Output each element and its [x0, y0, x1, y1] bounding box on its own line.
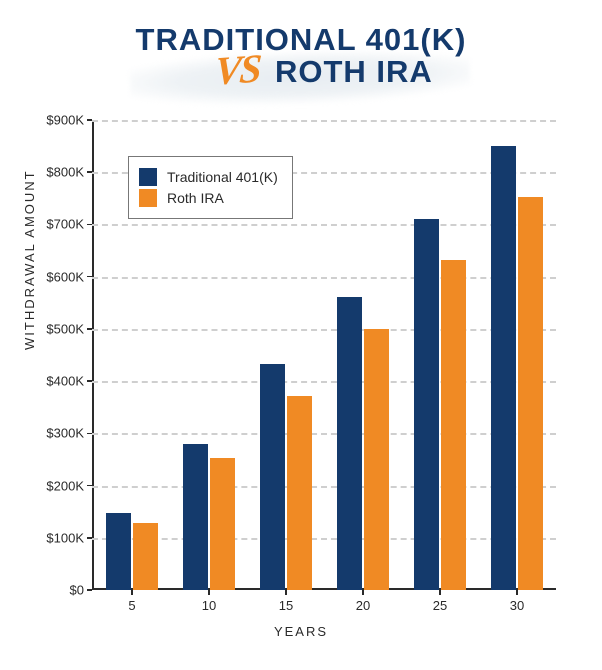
y-tick	[87, 380, 92, 382]
bar	[337, 297, 362, 590]
bar-chart: $0$100K$200K$300K$400K$500K$600K$700K$80…	[92, 120, 556, 590]
title-line-2: ROTH IRA	[275, 54, 433, 90]
x-tick	[516, 590, 518, 595]
x-tick	[439, 590, 441, 595]
y-tick-label: $400K	[46, 374, 84, 389]
gridline	[92, 486, 556, 488]
x-tick-label: 10	[202, 598, 216, 613]
y-tick	[87, 485, 92, 487]
gridline	[92, 433, 556, 435]
bar	[106, 513, 131, 590]
x-tick	[131, 590, 133, 595]
x-axis-line	[92, 588, 556, 590]
x-tick-label: 30	[510, 598, 524, 613]
y-tick-label: $900K	[46, 113, 84, 128]
y-tick	[87, 276, 92, 278]
bar	[364, 329, 389, 590]
y-axis-line	[92, 120, 94, 590]
x-tick	[362, 590, 364, 595]
title-line-2-row: VS ROTH IRA	[0, 54, 602, 94]
legend-swatch	[139, 168, 157, 186]
gridline	[92, 381, 556, 383]
legend: Traditional 401(K) Roth IRA	[128, 156, 293, 219]
y-tick-label: $800K	[46, 165, 84, 180]
y-tick-label: $700K	[46, 217, 84, 232]
y-tick	[87, 171, 92, 173]
x-tick-label: 25	[433, 598, 447, 613]
y-tick	[87, 328, 92, 330]
bar	[287, 396, 312, 590]
bar	[441, 260, 466, 590]
gridline	[92, 277, 556, 279]
legend-label: Traditional 401(K)	[167, 169, 278, 185]
legend-item: Traditional 401(K)	[139, 168, 278, 186]
gridline	[92, 538, 556, 540]
y-axis-title: WITHDRAWAL AMOUNT	[22, 169, 37, 350]
x-axis-title: YEARS	[0, 624, 602, 639]
bar	[133, 523, 158, 590]
bar	[210, 458, 235, 590]
x-tick-label: 15	[279, 598, 293, 613]
bar	[518, 197, 543, 590]
y-tick	[87, 589, 92, 591]
bar	[414, 219, 439, 590]
title-vs: VS	[213, 44, 261, 94]
gridline	[92, 120, 556, 122]
legend-item: Roth IRA	[139, 189, 278, 207]
legend-swatch	[139, 189, 157, 207]
y-tick	[87, 119, 92, 121]
y-tick	[87, 224, 92, 226]
title-line-1: TRADITIONAL 401(K)	[0, 22, 602, 58]
y-tick-label: $300K	[46, 426, 84, 441]
bar	[491, 146, 516, 590]
bar	[260, 364, 285, 590]
legend-label: Roth IRA	[167, 190, 224, 206]
x-tick	[285, 590, 287, 595]
x-tick-label: 20	[356, 598, 370, 613]
x-tick	[208, 590, 210, 595]
chart-title: TRADITIONAL 401(K) VS ROTH IRA	[0, 22, 602, 94]
gridline	[92, 224, 556, 226]
y-tick-label: $600K	[46, 269, 84, 284]
y-tick-label: $200K	[46, 478, 84, 493]
x-tick-label: 5	[128, 598, 135, 613]
bar	[183, 444, 208, 590]
y-tick	[87, 537, 92, 539]
y-tick-label: $0	[70, 583, 84, 598]
y-tick-label: $500K	[46, 321, 84, 336]
gridline	[92, 329, 556, 331]
y-tick-label: $100K	[46, 530, 84, 545]
y-tick	[87, 433, 92, 435]
